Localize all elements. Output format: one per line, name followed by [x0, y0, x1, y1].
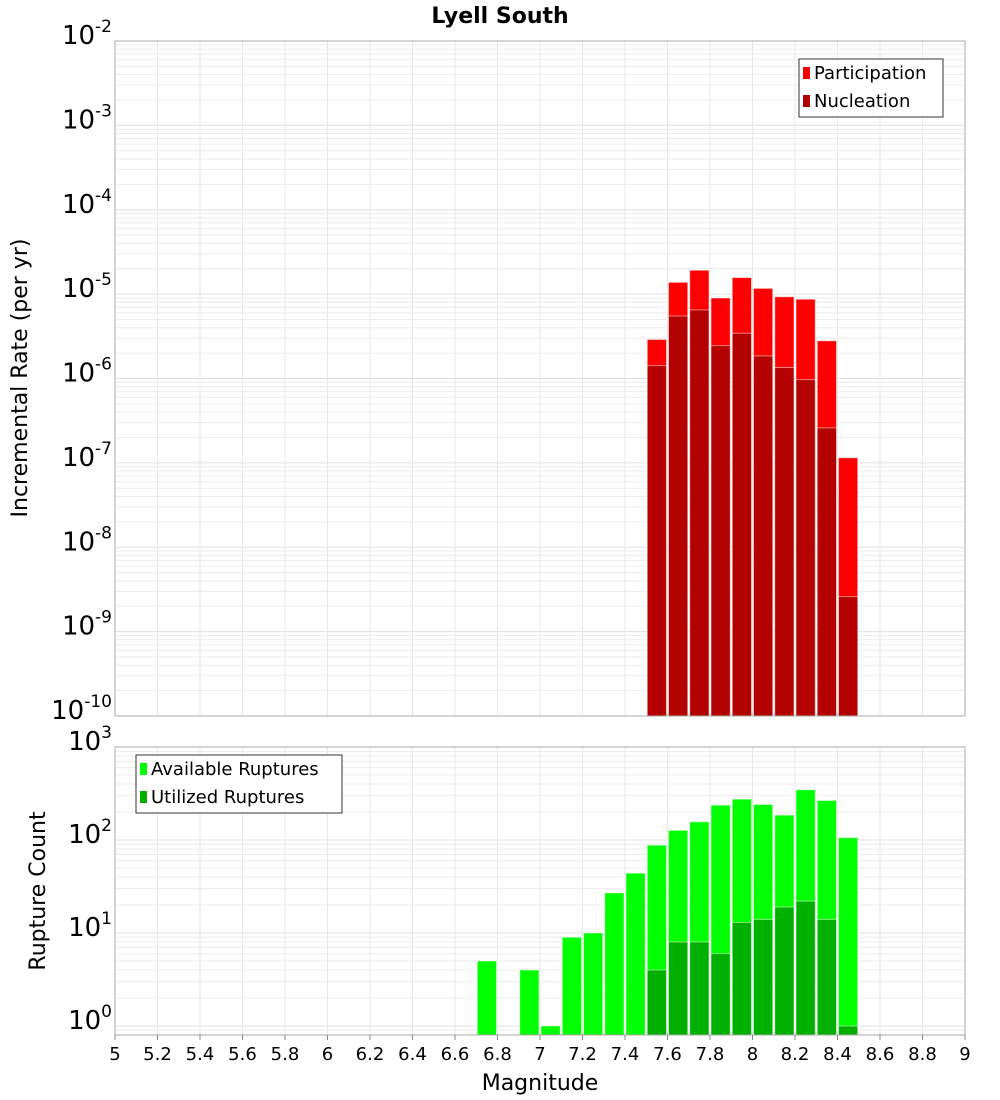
x-tick-label: 8 [747, 1044, 758, 1065]
x-tick-label: 8.8 [908, 1044, 937, 1065]
legend-label: Participation [814, 63, 926, 84]
bar-utilized-ruptures [838, 1025, 859, 1036]
x-tick-label: 8.2 [781, 1044, 810, 1065]
bar-available-ruptures [583, 932, 604, 1036]
x-tick-label: 7.2 [568, 1044, 597, 1065]
bar-utilized-ruptures [774, 906, 795, 1036]
y-tick-label: 10-10 [51, 692, 112, 726]
bar-utilized-ruptures [753, 918, 774, 1036]
x-tick-label: 7.8 [696, 1044, 725, 1065]
y-tick-label: 101 [68, 909, 112, 943]
y-tick-label: 10-6 [62, 355, 112, 389]
y-tick-label: 10-2 [62, 17, 112, 51]
x-tick-label: 5.6 [228, 1044, 257, 1065]
bar-nucleation [795, 379, 816, 717]
x-tick-label: 9 [959, 1044, 970, 1065]
y-tick-label: 10-9 [62, 608, 112, 642]
x-tick-label: 7 [534, 1044, 545, 1065]
bar-available-ruptures [561, 936, 582, 1036]
legend-swatch [803, 67, 810, 79]
y-tick-label: 10-8 [62, 523, 112, 557]
bottom-plot: 103 102 101 100 Available Ruptures Utilized R… [68, 723, 971, 1065]
bar-available-ruptures [625, 872, 646, 1036]
x-tick-label: 8.6 [866, 1044, 895, 1065]
y-tick-label: 10-4 [62, 186, 112, 220]
bar-nucleation [668, 315, 689, 717]
bar-nucleation [753, 355, 774, 717]
bar-available-ruptures [838, 837, 859, 1036]
bar-available-ruptures [519, 969, 540, 1036]
bar-available-ruptures [476, 960, 497, 1036]
x-tick-label: 6.4 [398, 1044, 427, 1065]
x-tick-label: 6.8 [483, 1044, 512, 1065]
bar-nucleation [731, 332, 752, 717]
bar-utilized-ruptures [710, 953, 731, 1036]
legend-label: Available Ruptures [151, 759, 319, 780]
y-tick-label: 10-7 [62, 439, 112, 473]
x-tick-label: 7.6 [653, 1044, 682, 1065]
x-tick-label: 5.4 [186, 1044, 215, 1065]
bar-nucleation [774, 367, 795, 717]
legend-box [798, 58, 944, 118]
y-tick-label: 10-3 [62, 101, 112, 135]
top-y-axis-label: Incremental Rate (per yr) [8, 239, 33, 518]
legend-label: Nucleation [814, 91, 910, 112]
legend: Participation Nucleation [798, 58, 944, 118]
legend-swatch [803, 95, 810, 107]
y-tick-label: 102 [68, 816, 112, 850]
bar-nucleation [816, 427, 837, 717]
chart-title: Lyell South [431, 4, 568, 29]
y-tick-label: 100 [68, 1002, 112, 1036]
legend: Available Ruptures Utilized Ruptures [135, 754, 343, 814]
y-tick-label: 103 [68, 723, 112, 757]
y-tick-label: 10-5 [62, 270, 112, 304]
plot-border [114, 40, 966, 717]
bar-available-ruptures [540, 1025, 561, 1036]
bar-nucleation [646, 365, 667, 717]
bottom-y-axis-label: Rupture Count [26, 811, 51, 971]
bar-utilized-ruptures [668, 941, 689, 1036]
legend-label: Utilized Ruptures [151, 787, 304, 808]
x-tick-label: 7.4 [611, 1044, 640, 1065]
legend-swatch [140, 791, 147, 803]
bar-available-ruptures [604, 892, 625, 1036]
bar-utilized-ruptures [795, 900, 816, 1036]
x-tick-label: 6 [322, 1044, 333, 1065]
bar-nucleation [710, 345, 731, 717]
top-plot: 10-2 10-3 10-4 10-5 10-6 10-7 10-8 10-9 10-10 Par… [51, 17, 966, 726]
x-tick-label: 5.2 [143, 1044, 172, 1065]
x-tick-label: 8.4 [823, 1044, 852, 1065]
x-tick-label: 5 [109, 1044, 120, 1065]
bar-nucleation [689, 309, 710, 717]
bar-nucleation [838, 596, 859, 717]
x-tick-label: 6.2 [356, 1044, 385, 1065]
bar-utilized-ruptures [731, 921, 752, 1036]
legend-swatch [140, 763, 147, 775]
x-axis-label: Magnitude [482, 1071, 599, 1096]
legend-box [135, 754, 343, 814]
bar-utilized-ruptures [689, 941, 710, 1036]
x-tick-label: 5.8 [271, 1044, 300, 1065]
bar-utilized-ruptures [646, 969, 667, 1036]
bar-utilized-ruptures [816, 918, 837, 1036]
x-tick-label: 6.6 [441, 1044, 470, 1065]
